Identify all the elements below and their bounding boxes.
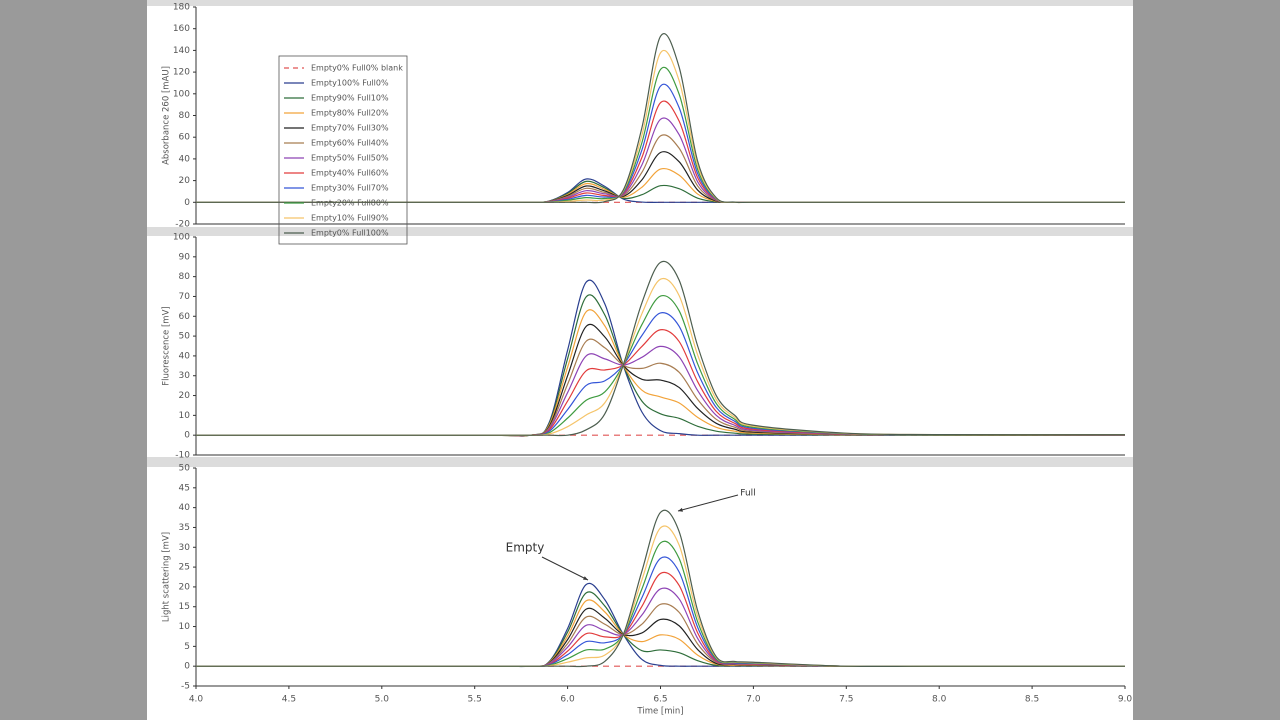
y-tick-label: 10 xyxy=(179,411,191,421)
annotation: Empty xyxy=(506,541,545,555)
legend-label: Empty80% Full20% xyxy=(311,109,389,118)
y-tick-label: -5 xyxy=(181,682,190,692)
legend-box xyxy=(278,55,408,245)
x-tick-label: 8.0 xyxy=(932,695,947,705)
y-tick-label: 40 xyxy=(179,503,191,513)
annotation-arrow xyxy=(541,556,589,581)
y-axis-label: Absorbance 260 [mAU] xyxy=(162,66,172,165)
y-tick-label: 15 xyxy=(179,602,190,612)
y-tick-label: 50 xyxy=(179,464,191,474)
y-tick-label: 60 xyxy=(179,133,191,143)
x-tick-label: 9.0 xyxy=(1118,695,1133,705)
legend-label: Empty30% Full70% xyxy=(311,184,389,193)
y-tick-label: 20 xyxy=(179,582,191,592)
y-tick-label: 20 xyxy=(179,391,191,401)
y-tick-label: -20 xyxy=(175,220,190,230)
annotation-arrow xyxy=(677,494,739,512)
x-tick-label: 7.5 xyxy=(839,695,853,705)
y-tick-label: 180 xyxy=(173,3,190,13)
legend-label: Empty0% Full100% xyxy=(311,229,389,238)
y-tick-label: 90 xyxy=(179,252,191,262)
y-tick-label: 100 xyxy=(173,89,190,99)
legend-label: Empty100% Full0% xyxy=(311,79,389,88)
x-tick-label: 4.5 xyxy=(282,695,296,705)
y-tick-label: 120 xyxy=(173,68,190,78)
y-tick-label: 60 xyxy=(179,312,191,322)
separator xyxy=(147,457,1133,467)
y-tick-label: 100 xyxy=(173,233,190,243)
legend-label: Empty60% Full40% xyxy=(311,139,389,148)
y-tick-label: 30 xyxy=(179,371,191,381)
legend-label: Empty10% Full90% xyxy=(311,214,389,223)
x-tick-label: 6.0 xyxy=(560,695,575,705)
legend-label: Empty90% Full10% xyxy=(311,94,389,103)
y-tick-label: 40 xyxy=(179,154,191,164)
annotation: Full xyxy=(740,489,755,499)
y-tick-label: 25 xyxy=(179,563,190,573)
annotation-arrowhead xyxy=(583,576,588,580)
data-line xyxy=(196,260,1126,437)
legend-label: Empty70% Full30% xyxy=(311,124,389,133)
legend-label: Empty40% Full60% xyxy=(311,169,389,178)
y-tick-label: 5 xyxy=(184,642,190,652)
y-tick-label: 80 xyxy=(179,111,191,121)
legend-label: Empty50% Full50% xyxy=(311,154,389,163)
x-tick-label: 5.0 xyxy=(375,695,390,705)
y-tick-label: 45 xyxy=(179,483,190,493)
legend-label: Empty20% Full80% xyxy=(311,199,389,208)
data-line xyxy=(195,509,1125,668)
x-axis-label: Time [min] xyxy=(636,707,683,717)
x-tick-label: 8.5 xyxy=(1025,695,1039,705)
y-tick-label: 10 xyxy=(179,622,191,632)
y-tick-label: 160 xyxy=(173,24,190,34)
separator xyxy=(147,0,1133,6)
y-axis-label: Fluorescence [mV] xyxy=(162,306,172,385)
y-tick-label: -10 xyxy=(175,451,190,461)
x-tick-label: 6.5 xyxy=(653,695,667,705)
y-tick-label: 35 xyxy=(179,523,190,533)
separator xyxy=(147,227,1133,236)
page-panel xyxy=(147,0,1133,720)
x-tick-label: 7.0 xyxy=(746,695,761,705)
y-tick-label: 80 xyxy=(179,272,191,282)
y-tick-label: 140 xyxy=(173,46,190,56)
y-tick-label: 0 xyxy=(184,431,190,441)
y-axis-label: Light scattering [mV] xyxy=(162,532,172,622)
data-line xyxy=(195,33,1125,204)
legend-label: Empty0% Full0% blank xyxy=(311,64,403,73)
annotation-arrowhead xyxy=(678,507,683,512)
y-tick-label: 40 xyxy=(179,351,191,361)
y-tick-label: 0 xyxy=(184,662,190,672)
y-tick-label: 70 xyxy=(179,292,191,302)
y-tick-label: 50 xyxy=(179,332,191,342)
y-tick-label: 0 xyxy=(184,198,190,208)
x-tick-label: 4.0 xyxy=(189,695,204,705)
y-tick-label: 30 xyxy=(179,543,191,553)
y-tick-label: 20 xyxy=(179,176,191,186)
x-tick-label: 5.5 xyxy=(468,695,482,705)
